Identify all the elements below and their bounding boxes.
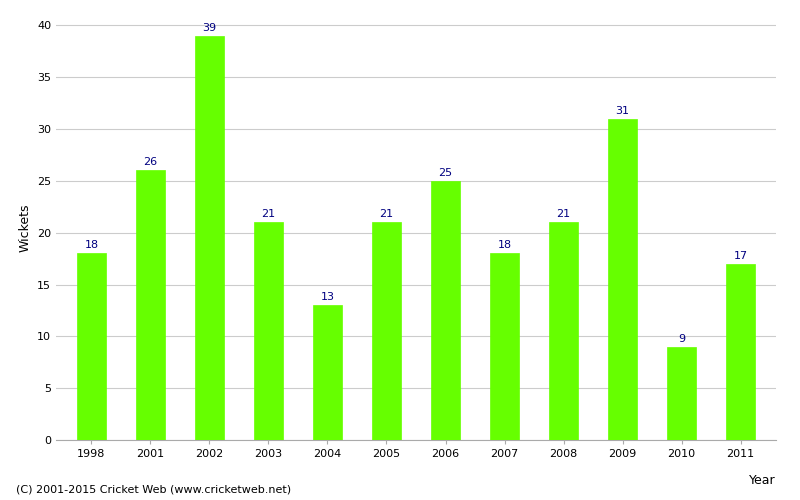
Bar (726, 264, 755, 440)
Text: 18: 18 (84, 240, 98, 250)
Text: 21: 21 (557, 209, 570, 219)
Bar (254, 222, 283, 440)
Text: 31: 31 (615, 106, 630, 116)
Bar (430, 181, 460, 440)
Text: 18: 18 (498, 240, 511, 250)
Bar (77, 254, 106, 440)
Text: 25: 25 (438, 168, 453, 177)
Text: 39: 39 (202, 22, 217, 32)
Text: Year: Year (750, 474, 776, 487)
Bar (313, 305, 342, 440)
Bar (667, 346, 696, 440)
Text: (C) 2001-2015 Cricket Web (www.cricketweb.net): (C) 2001-2015 Cricket Web (www.cricketwe… (16, 485, 291, 495)
Text: 13: 13 (321, 292, 334, 302)
Bar (549, 222, 578, 440)
Bar (194, 36, 224, 440)
Y-axis label: Wickets: Wickets (18, 203, 31, 252)
Bar (136, 170, 165, 440)
Text: 21: 21 (262, 209, 275, 219)
Bar (372, 222, 402, 440)
Text: 17: 17 (734, 250, 748, 260)
Bar (490, 254, 519, 440)
Text: 9: 9 (678, 334, 685, 344)
Text: 21: 21 (379, 209, 394, 219)
Bar (608, 118, 638, 440)
Text: 26: 26 (143, 158, 158, 168)
